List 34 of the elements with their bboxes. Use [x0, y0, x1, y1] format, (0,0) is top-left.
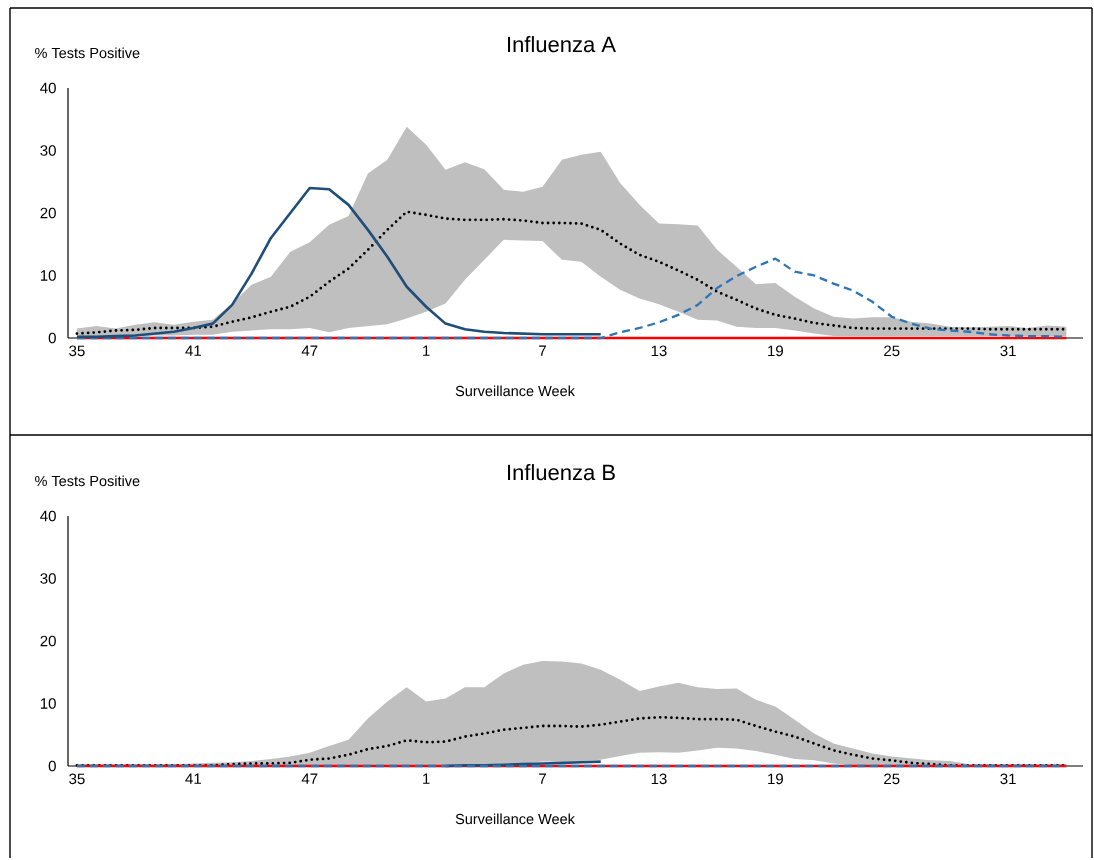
y-axis-title: % Tests Positive: [35, 475, 140, 487]
y-tick-label: 10: [40, 270, 56, 281]
x-tick-label: 13: [651, 773, 667, 785]
x-tick-label: 19: [768, 773, 783, 785]
y-tick-label: 30: [40, 145, 56, 156]
x-tick-label: 13: [651, 345, 667, 357]
y-tick-label: 30: [40, 573, 56, 584]
x-tick-label: 35: [69, 773, 85, 785]
y-tick-label: 20: [40, 635, 56, 647]
y-axis-title: % Tests Positive: [35, 47, 140, 59]
x-axis-title: Surveillance Week: [455, 813, 575, 825]
chart-title: Influenza B: [507, 464, 615, 481]
y-tick-label: 40: [40, 82, 56, 94]
x-tick-label: 19: [768, 345, 783, 357]
x-tick-label: 47: [301, 773, 318, 784]
x-tick-label: 1: [423, 773, 430, 784]
x-tick-label: 35: [69, 345, 85, 357]
x-tick-label: 41: [185, 345, 201, 356]
x-tick-label: 25: [884, 773, 900, 785]
y-tick-label: 40: [40, 510, 56, 522]
x-axis-title: Surveillance Week: [455, 385, 575, 397]
x-tick-label: 41: [185, 773, 201, 784]
x-tick-label: 31: [1000, 345, 1016, 357]
x-tick-label: 7: [539, 345, 546, 356]
x-tick-label: 1: [423, 345, 430, 356]
x-tick-label: 7: [539, 773, 546, 784]
chart-title: Influenza A: [507, 36, 616, 53]
y-tick-label: 0: [48, 332, 56, 344]
x-tick-label: 25: [884, 345, 900, 357]
y-tick-label: 20: [40, 207, 56, 219]
x-tick-label: 47: [301, 345, 318, 356]
y-tick-label: 10: [40, 698, 56, 709]
y-tick-label: 0: [48, 760, 56, 772]
x-tick-label: 31: [1000, 773, 1016, 785]
